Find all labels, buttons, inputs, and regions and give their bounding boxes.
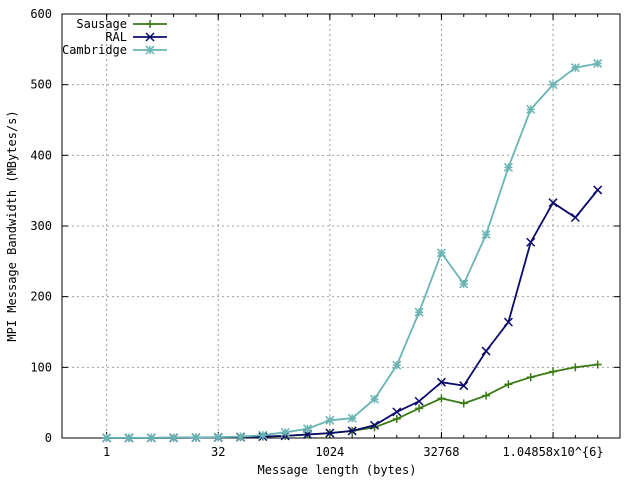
x-axis-label: Message length (bytes) bbox=[258, 463, 417, 477]
series-ral bbox=[102, 185, 603, 443]
data-point-cambridge bbox=[124, 433, 134, 443]
data-point-cambridge bbox=[213, 432, 223, 442]
data-point-ral bbox=[369, 420, 380, 430]
x-tick-label: 1.04858x10^{6} bbox=[502, 445, 603, 459]
series-line-ral bbox=[106, 189, 599, 439]
data-point-ral bbox=[414, 396, 424, 406]
data-point-cambridge bbox=[570, 63, 580, 73]
data-point-cambridge bbox=[459, 279, 469, 289]
y-tick-label: 300 bbox=[30, 219, 52, 233]
series-lines bbox=[102, 58, 603, 443]
data-point-ral bbox=[548, 198, 558, 208]
data-point-cambridge bbox=[503, 162, 513, 172]
data-point-cambridge bbox=[414, 307, 424, 317]
data-point-ral bbox=[392, 407, 402, 417]
grid-lines bbox=[62, 14, 620, 438]
data-point-cambridge bbox=[302, 424, 313, 434]
data-point-cambridge bbox=[280, 427, 290, 437]
data-point-ral bbox=[436, 377, 446, 387]
plot-frame bbox=[61, 13, 621, 439]
legend-swatch-marker bbox=[145, 45, 155, 55]
data-point-cambridge bbox=[102, 433, 112, 443]
x-tick-label: 1 bbox=[103, 445, 110, 459]
data-point-ral bbox=[526, 237, 536, 247]
y-tick-label: 100 bbox=[30, 360, 52, 374]
data-point-cambridge bbox=[548, 80, 558, 90]
legend-swatch-marker bbox=[145, 32, 155, 42]
data-point-cambridge bbox=[526, 104, 536, 114]
data-point-cambridge bbox=[392, 360, 402, 370]
data-point-cambridge bbox=[146, 433, 156, 443]
data-point-ral bbox=[593, 185, 603, 195]
y-tick-label: 500 bbox=[30, 78, 52, 92]
data-point-cambridge bbox=[191, 432, 201, 442]
data-point-ral bbox=[570, 212, 580, 223]
data-point-cambridge bbox=[258, 430, 268, 440]
data-point-cambridge bbox=[593, 58, 603, 68]
data-point-cambridge bbox=[347, 413, 357, 423]
data-point-cambridge bbox=[236, 432, 246, 442]
legend-label: Sausage bbox=[76, 17, 127, 31]
series-line-cambridge bbox=[106, 62, 598, 439]
data-point-ral bbox=[459, 381, 469, 391]
series-cambridge bbox=[102, 58, 603, 443]
data-point-ral bbox=[503, 317, 513, 327]
series-line-sausage bbox=[106, 363, 598, 439]
x-tick-label: 32 bbox=[211, 445, 225, 459]
data-point-cambridge bbox=[436, 248, 446, 258]
data-point-cambridge bbox=[169, 433, 179, 443]
data-point-ral bbox=[325, 428, 335, 438]
y-tick-label: 600 bbox=[30, 7, 52, 21]
axis-ticks: 0 100 200 300 400 500 600 1 32 1024 32768 1.04858x1… bbox=[30, 7, 620, 459]
data-point-cambridge bbox=[481, 229, 491, 240]
y-axis-label: MPI Message Bandwidth (MBytes/s) bbox=[5, 110, 19, 341]
data-point-cambridge bbox=[369, 394, 380, 404]
x-tick-label: 32768 bbox=[423, 445, 459, 459]
data-point-cambridge bbox=[325, 415, 335, 425]
data-point-ral bbox=[481, 346, 491, 356]
series-sausage bbox=[102, 360, 602, 442]
y-tick-label: 400 bbox=[30, 148, 52, 162]
y-tick-label: 0 bbox=[45, 431, 52, 445]
data-point-ral bbox=[347, 426, 357, 436]
y-tick-label: 200 bbox=[30, 290, 52, 304]
legend-label: Cambridge bbox=[62, 43, 127, 57]
legend-label: RAL bbox=[105, 30, 127, 44]
x-tick-label: 1024 bbox=[315, 445, 344, 459]
